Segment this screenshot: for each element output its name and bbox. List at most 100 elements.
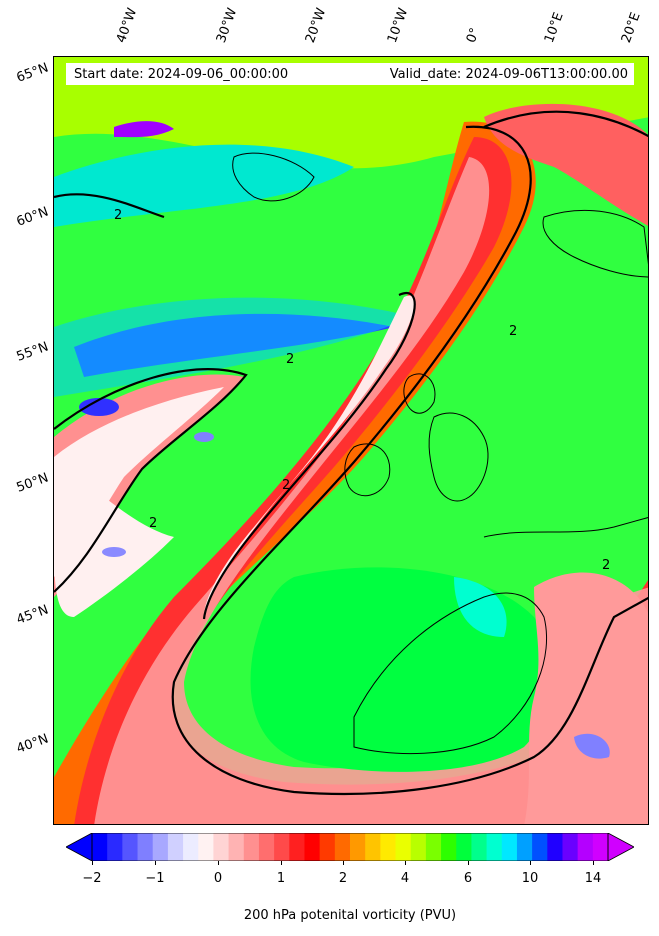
colorbar-tick-2: 0 xyxy=(213,871,223,886)
colorbar-segment xyxy=(137,833,154,861)
colorbar-segment xyxy=(486,833,503,861)
lon-label-20e: 20°E xyxy=(618,10,644,46)
lon-label-10w: 10°W xyxy=(384,6,412,45)
colorbar-tickmark-2 xyxy=(218,861,219,865)
colorbar-segment xyxy=(167,833,184,861)
colorbar-segment xyxy=(198,833,214,861)
pv-streamer-white xyxy=(204,295,415,617)
pv-contour-north xyxy=(54,110,648,219)
colorbar-left-arrow xyxy=(66,833,93,861)
valid-date-label: Valid_date: 2024-09-06T13:00:00.00 xyxy=(389,67,628,82)
colorbar-segments xyxy=(92,833,609,861)
pv-cyan-patch-north xyxy=(54,144,354,227)
colorbar-segment xyxy=(92,833,108,861)
lon-label-10e: 10°E xyxy=(541,10,567,46)
colorbar-tick-7: 10 xyxy=(521,871,539,886)
pv-field-svg: 2 2 2 2 2 2 xyxy=(54,57,648,824)
colorbar xyxy=(66,833,634,861)
colorbar-segment xyxy=(471,833,488,861)
colorbar-segment xyxy=(152,833,169,861)
lon-label-0: 0° xyxy=(463,25,484,45)
lat-label-45n: 45°N xyxy=(14,602,51,628)
colorbar-segment xyxy=(122,833,139,861)
lon-label-30w: 30°W xyxy=(213,6,241,45)
colorbar-segment xyxy=(183,833,199,861)
colorbar-tickmark-8 xyxy=(593,861,594,865)
start-date-label: Start date: 2024-09-06_00:00:00 xyxy=(74,67,289,82)
colorbar-segment xyxy=(425,833,442,861)
contour-label-2: 2 xyxy=(282,478,290,493)
colorbar-segment xyxy=(228,833,245,861)
colorbar-border xyxy=(91,833,609,861)
pv-cutoff-southeast xyxy=(524,572,648,824)
colorbar-segment xyxy=(243,833,260,861)
colorbar-tick-6: 6 xyxy=(463,871,473,886)
contour-label-1: 2 xyxy=(286,352,294,367)
colorbar-segment xyxy=(213,833,230,861)
colorbar-segment xyxy=(562,833,579,861)
pv-cyan-streak xyxy=(54,297,414,397)
colorbar-right-arrow xyxy=(607,833,634,861)
colorbar-segment xyxy=(592,833,609,861)
lat-label-40n: 40°N xyxy=(14,731,51,757)
contour-label-5: 2 xyxy=(602,558,610,573)
colorbar-segment xyxy=(350,833,366,861)
pv-blue-spot-1 xyxy=(79,398,119,416)
lat-label-50n: 50°N xyxy=(14,470,51,496)
pv-cutoff-west-core xyxy=(54,387,224,577)
colorbar-tickmark-5 xyxy=(405,861,406,865)
colorbar-segment xyxy=(532,833,548,861)
pv-contour-inner xyxy=(202,292,416,620)
lat-label-60n: 60°N xyxy=(14,204,51,230)
lon-label-20w: 20°W xyxy=(302,6,330,45)
lat-label-55n: 55°N xyxy=(14,339,51,365)
pv-contour-west xyxy=(54,368,248,593)
coastlines xyxy=(232,152,648,755)
pv-contour-main xyxy=(171,125,648,796)
colorbar-label: 200 hPa potenital vorticity (PVU) xyxy=(243,908,457,923)
colorbar-segment xyxy=(258,833,275,861)
colorbar-segment xyxy=(334,833,351,861)
pv-ne-ridge xyxy=(484,103,648,226)
lon-label-40w: 40°W xyxy=(113,6,141,45)
colorbar-segment xyxy=(441,833,457,861)
colorbar-segment xyxy=(577,833,594,861)
contour-label-3: 2 xyxy=(149,516,157,531)
colorbar-tickmark-4 xyxy=(343,861,344,865)
colorbar-segment xyxy=(395,833,412,861)
colorbar-tick-4: 2 xyxy=(338,871,348,886)
colorbar-segment xyxy=(319,833,336,861)
contour-label-4: 2 xyxy=(114,208,122,223)
pv-cutoff-southwest xyxy=(54,457,174,617)
colorbar-tick-1: −1 xyxy=(145,871,165,886)
colorbar-tick-5: 4 xyxy=(400,871,410,886)
pv-map: 2 2 2 2 2 2 xyxy=(53,56,649,825)
colorbar-segment xyxy=(365,833,381,861)
colorbar-tick-3: 1 xyxy=(276,871,286,886)
colorbar-segment xyxy=(410,833,427,861)
colorbar-segment xyxy=(547,833,563,861)
contour-label-6: 2 xyxy=(509,324,517,339)
pv-purple-patch xyxy=(114,121,174,138)
colorbar-tick-0: −2 xyxy=(82,871,102,886)
colorbar-tickmark-1 xyxy=(155,861,156,865)
colorbar-segment xyxy=(107,833,123,861)
colorbar-segment xyxy=(516,833,533,861)
colorbar-tick-8: 14 xyxy=(584,871,602,886)
colorbar-tickmark-6 xyxy=(468,861,469,865)
pv-iberia-low xyxy=(250,567,553,772)
colorbar-tickmark-0 xyxy=(92,861,93,865)
date-info-box: Start date: 2024-09-06_00:00:00 Valid_da… xyxy=(66,63,634,85)
colorbar-segment xyxy=(304,833,321,861)
colorbar-segment xyxy=(274,833,290,861)
colorbar-tickmark-7 xyxy=(530,861,531,865)
colorbar-segment xyxy=(289,833,305,861)
colorbar-segment xyxy=(380,833,397,861)
pv-blue-spot-2 xyxy=(194,432,214,442)
pv-cutoff-southeast-blue xyxy=(574,733,610,759)
colorbar-segment xyxy=(456,833,472,861)
pv-iberia-cyan xyxy=(454,577,507,637)
pv-blue-spot-3 xyxy=(102,547,126,557)
lat-label-65n: 65°N xyxy=(14,60,51,86)
colorbar-segment xyxy=(501,833,518,861)
